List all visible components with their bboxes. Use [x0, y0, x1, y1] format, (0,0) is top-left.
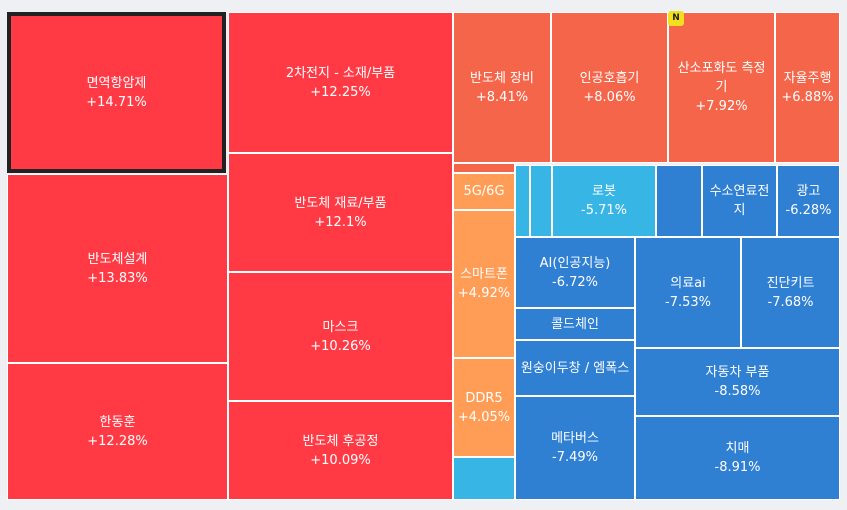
tile-diagnostic-kit[interactable]: 진단키트 -7.68%	[741, 237, 840, 348]
tile-name: 콜드체인	[551, 316, 599, 332]
tile-semi-post-process[interactable]: 반도체 후공정 +10.09%	[228, 401, 453, 500]
tile-name: 인공호흡기	[579, 70, 640, 86]
tile-ventilator[interactable]: 인공호흡기 +8.06%	[551, 12, 668, 163]
tile-immune-oncology[interactable]: 면역항암제 +14.71%	[7, 12, 226, 173]
tile-change: +8.41%	[475, 89, 529, 105]
tile-change: +10.09%	[310, 452, 371, 468]
tile-oximeter[interactable]: 산소포화도 측정기 +7.92%	[668, 12, 775, 163]
tile-auto-parts[interactable]: 자동차 부품 -8.58%	[635, 348, 840, 416]
tile-semi-equipment[interactable]: 반도체 장비 +8.41%	[453, 12, 551, 163]
tile-autonomous-driving[interactable]: 자율주행 +6.88%	[775, 12, 840, 163]
tile-narrow-2[interactable]	[530, 165, 552, 237]
tile-change: +6.88%	[781, 89, 834, 105]
tile-name: 5G/6G	[463, 184, 505, 199]
tile-change: +12.25%	[310, 84, 371, 100]
tile-name: 반도체 장비	[470, 70, 534, 86]
tile-5g-6g[interactable]: 5G/6G	[453, 173, 515, 210]
tile-change: +7.92%	[695, 99, 748, 114]
tile-dementia[interactable]: 치매 -8.91%	[635, 416, 840, 500]
tile-medical-ai[interactable]: 의료ai -7.53%	[635, 237, 741, 348]
tile-change: +10.26%	[310, 338, 371, 354]
tile-name: 메타버스	[551, 431, 599, 446]
tile-smartphone[interactable]: 스마트폰 +4.92%	[453, 210, 515, 358]
tile-name: 스마트폰	[460, 267, 508, 282]
tile-name: 반도체 후공정	[302, 433, 379, 449]
tile-change: +13.83%	[87, 270, 148, 286]
tile-monkeypox[interactable]: 원숭이두창 / 엠폭스	[515, 340, 635, 396]
tile-name: 반도체 재료/부품	[294, 195, 387, 211]
tile-metaverse[interactable]: 메타버스 -7.49%	[515, 396, 635, 500]
tile-change: +4.05%	[457, 409, 511, 425]
tile-name: 2차전지 - 소재/부품	[285, 65, 396, 81]
tile-name: 마스크	[322, 319, 359, 335]
tile-name: 광고	[796, 184, 821, 199]
tile-advertising[interactable]: 광고 -6.28%	[777, 165, 840, 237]
tile-name: 자율주행	[783, 70, 832, 86]
tile-change: +12.1%	[314, 214, 367, 230]
tile-small-strip[interactable]	[453, 163, 515, 173]
tile-change: +14.71%	[86, 94, 147, 110]
tile-change: -8.58%	[714, 384, 761, 399]
tile-mask[interactable]: 마스크 +10.26%	[228, 272, 453, 401]
tile-name: 치매	[725, 441, 750, 456]
tile-name: 면역항암제	[86, 75, 147, 91]
tile-robot[interactable]: 로봇 -5.71%	[552, 165, 656, 237]
tile-change: +4.92%	[457, 286, 511, 301]
tile-name: 수소연료전지	[709, 184, 770, 218]
tile-name: AI(인공지능)	[539, 255, 611, 271]
tile-cold-chain[interactable]: 콜드체인	[515, 308, 635, 340]
tile-change: -8.91%	[714, 460, 761, 475]
tile-semi-materials[interactable]: 반도체 재료/부품 +12.1%	[228, 153, 453, 272]
tile-semi-design[interactable]: 반도체설계 +13.83%	[7, 174, 228, 363]
tile-narrow-1[interactable]	[515, 165, 530, 237]
tile-change: -6.28%	[785, 203, 832, 218]
tile-change: -7.68%	[767, 294, 814, 310]
tile-change: -6.72%	[552, 274, 598, 290]
tile-change: +12.28%	[87, 433, 148, 449]
tile-change: -5.71%	[581, 203, 627, 218]
tile-ai[interactable]: AI(인공지능) -6.72%	[515, 237, 635, 308]
tile-change: +8.06%	[583, 89, 636, 105]
tile-name: 의료ai	[670, 275, 706, 291]
tile-name: 반도체설계	[87, 251, 148, 267]
tile-change: -7.53%	[665, 294, 711, 310]
tile-ddr5[interactable]: DDR5 +4.05%	[453, 358, 515, 457]
tile-hydrogen-fuel-cell[interactable]: 수소연료전지	[702, 165, 777, 237]
tile-name: 로봇	[592, 184, 616, 199]
tile-handong[interactable]: 한동훈 +12.28%	[7, 363, 228, 500]
tile-name: 한동훈	[99, 414, 136, 430]
tile-name: DDR5	[465, 390, 503, 406]
tile-battery-materials[interactable]: 2차전지 - 소재/부품 +12.25%	[228, 12, 453, 153]
tile-unlabeled-blue[interactable]	[656, 165, 702, 237]
new-badge-icon: N	[668, 11, 684, 26]
tile-name: 진단키트	[766, 275, 815, 291]
tile-name: 원숭이두창 / 엠폭스	[520, 360, 630, 376]
tile-name: 자동차 부품	[705, 365, 770, 380]
tile-name: 산소포화도 측정기	[677, 61, 766, 95]
tile-small-lightblue[interactable]	[453, 457, 515, 500]
tile-change: -7.49%	[552, 450, 598, 465]
